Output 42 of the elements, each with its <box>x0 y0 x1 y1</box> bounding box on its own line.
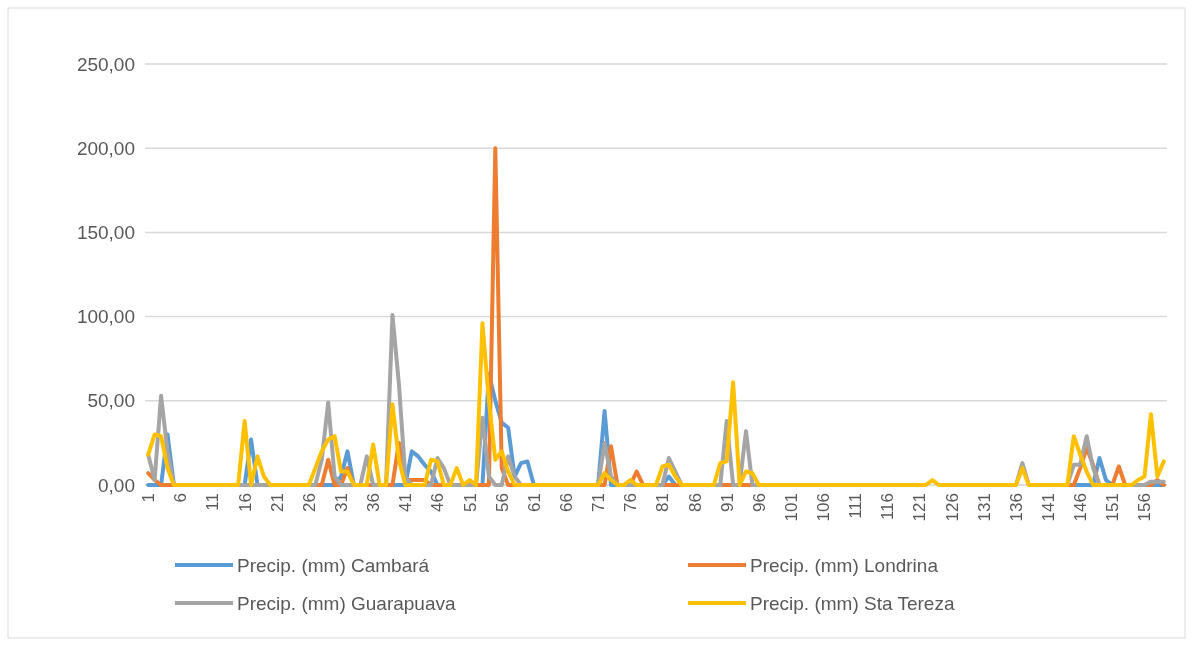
x-tick-label: 11 <box>203 493 223 511</box>
x-tick-label: 111 <box>846 493 866 519</box>
y-tick-label: 150,00 <box>76 222 135 244</box>
x-tick-label: 6 <box>171 493 191 503</box>
x-tick-label: 86 <box>685 493 705 512</box>
x-tick-label: 151 <box>1103 493 1123 522</box>
x-tick-label: 96 <box>749 493 769 512</box>
legend-label: Precip. (mm) Cambará <box>237 554 430 576</box>
x-tick-label: 116 <box>878 493 898 521</box>
x-tick-label: 126 <box>942 493 962 522</box>
x-tick-label: 81 <box>653 493 673 512</box>
x-tick-label: 41 <box>396 493 416 512</box>
x-tick-label: 101 <box>781 493 801 522</box>
x-tick-label: 21 <box>267 493 287 512</box>
x-tick-label: 106 <box>814 493 834 522</box>
x-tick-label: 46 <box>428 493 448 512</box>
y-tick-label: 50,00 <box>87 390 135 412</box>
x-tick-label: 156 <box>1135 493 1155 522</box>
y-tick-label: 0,00 <box>98 474 135 496</box>
x-tick-label: 56 <box>492 493 512 512</box>
legend-label: Precip. (mm) Londrina <box>750 554 939 576</box>
x-tick-label: 31 <box>331 493 351 512</box>
x-tick-label: 51 <box>460 493 480 512</box>
x-tick-label: 131 <box>974 493 994 522</box>
x-tick-label: 1 <box>139 493 159 503</box>
legend-label: Precip. (mm) Sta Tereza <box>750 592 955 614</box>
x-tick-label: 146 <box>1071 493 1091 522</box>
legend-label: Precip. (mm) Guarapuava <box>237 592 457 614</box>
x-tick-label: 36 <box>364 493 384 512</box>
x-tick-label: 66 <box>556 493 576 512</box>
x-tick-label: 16 <box>235 493 255 512</box>
y-tick-label: 200,00 <box>76 137 135 159</box>
y-tick-label: 100,00 <box>76 306 135 328</box>
x-tick-label: 141 <box>1039 493 1059 522</box>
x-tick-label: 61 <box>524 493 544 512</box>
x-tick-label: 121 <box>910 493 930 522</box>
x-tick-label: 71 <box>589 493 609 512</box>
x-tick-label: 91 <box>717 493 737 512</box>
x-tick-label: 76 <box>621 493 641 512</box>
y-tick-label: 250,00 <box>76 53 135 75</box>
x-tick-label: 136 <box>1006 493 1026 522</box>
x-tick-label: 26 <box>299 493 319 512</box>
